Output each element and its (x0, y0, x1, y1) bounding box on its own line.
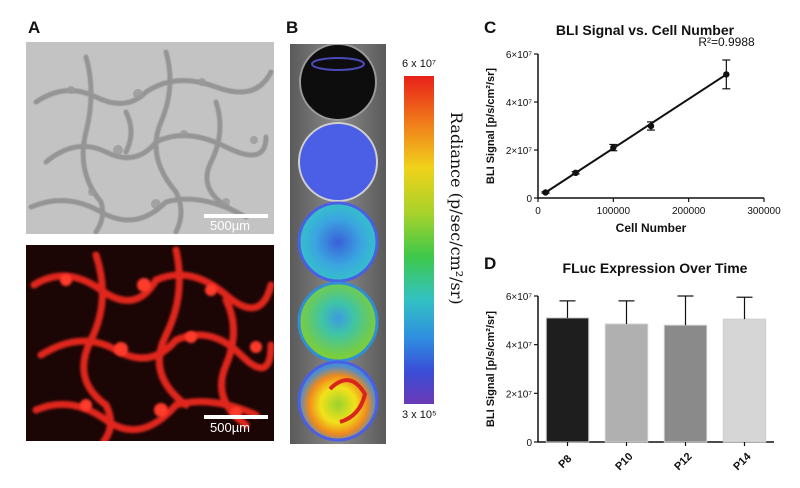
scale-bar-bottom (204, 415, 268, 419)
chart-d-category-label: P8 (556, 453, 574, 471)
scale-bar-top (204, 214, 268, 218)
chart-c-x-tick-label: 0 (535, 206, 541, 217)
chart-d-title: FLuc Expression Over Time (562, 260, 748, 276)
chart-c-r2-annotation: R²=0.9988 (698, 35, 755, 49)
brightfield-micrograph: 500µm (26, 42, 274, 234)
fluorescence-micrograph: 500µm (26, 245, 274, 441)
chart-d-category-label: P10 (613, 451, 635, 473)
panel-a-letter: A (28, 18, 41, 37)
chart-c-y-axis-label: BLI Signal [p/s/cm²/sr] (485, 68, 497, 184)
chart-c-fit-line (544, 73, 727, 194)
colorbar-min-label: 3 x 10⁵ (402, 409, 437, 421)
panel-b-letter: B (286, 18, 299, 37)
chart-d-bar (663, 324, 708, 443)
chart-d-y-tick-label: 2×10⁷ (506, 389, 533, 400)
colorbar (404, 76, 434, 404)
chart-c-data-point (723, 71, 730, 78)
chart-c-y-tick-label: 2×10⁷ (506, 146, 533, 157)
chart-c-y-tick-label: 0 (526, 194, 532, 205)
colorbar-axis-label: Radiance (p/sec/cm²/sr) (447, 112, 466, 305)
panel-c-letter: C (484, 18, 497, 37)
chart-d-y-tick-label: 0 (526, 438, 532, 449)
chart-c-x-tick-label: 100000 (597, 206, 631, 217)
chart-d-category-label: P12 (672, 451, 694, 473)
chart-c-data-point (572, 169, 579, 176)
chart-d-y-tick-label: 6×10⁷ (506, 292, 533, 303)
chart-d-bar (545, 317, 590, 443)
chart-c-y-tick-label: 4×10⁷ (506, 98, 533, 109)
fluorescence-cells-image (26, 245, 274, 441)
brightfield-cells-image (26, 42, 274, 234)
colorbar-max-label: 6 x 10⁷ (402, 58, 436, 70)
scale-bar-top-label: 500µm (210, 218, 251, 233)
chart-d-y-axis-label: BLI Signal [p/s/cm²/sr] (485, 311, 497, 427)
chart-d: 0 2×10⁷ 4×10⁷ 6×10⁷ P8 P10 P12 P14 BLI Signal [p… (485, 292, 774, 473)
chart-c-data-point (542, 189, 549, 196)
chart-c-x-tick-label: 200000 (672, 206, 706, 217)
chart-d-bar (722, 318, 767, 443)
chart-c-title: BLI Signal vs. Cell Number (555, 22, 735, 38)
panel-d-letter: D (484, 254, 497, 273)
chart-c-y-tick-label: 6×10⁷ (506, 50, 533, 61)
chart-d-bar (604, 323, 649, 443)
chart-c-x-tick-label: 300000 (747, 206, 781, 217)
bli-well-image (290, 44, 386, 444)
bli-wells-svg (290, 44, 386, 444)
chart-d-category-label: P14 (731, 450, 754, 473)
chart-c-data-point (647, 122, 655, 130)
chart-c-data-point (610, 144, 617, 151)
chart-c: 0 100000 200000 300000 0 2×10⁷ 4×10⁷ 6×10⁷ R²=0.… (485, 35, 781, 235)
chart-d-y-tick-label: 4×10⁷ (506, 341, 533, 352)
scale-bar-bottom-label: 500µm (210, 420, 251, 435)
chart-c-x-axis-label: Cell Number (616, 221, 687, 235)
